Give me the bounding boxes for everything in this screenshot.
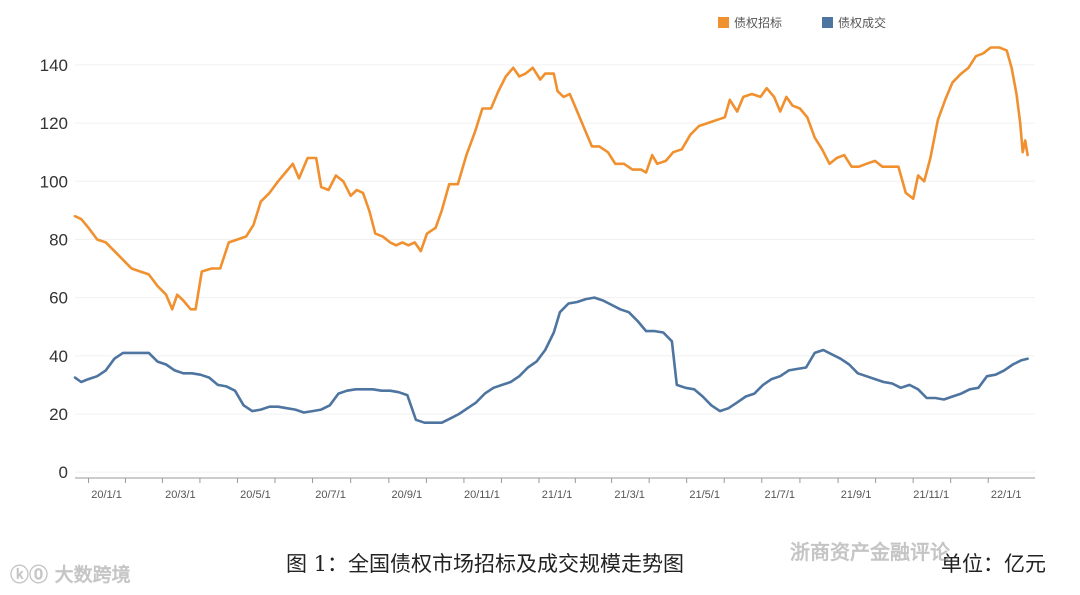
legend-label-0: 债权招标 [734, 16, 782, 30]
legend-swatch-1 [822, 17, 833, 28]
x-tick-label: 21/1/1 [542, 489, 573, 501]
watermark-left: ⓚ⓪ 大数跨境 [10, 564, 131, 586]
x-tick-label: 20/5/1 [240, 489, 271, 501]
x-tick-label: 21/3/1 [614, 489, 645, 501]
y-tick-label: 140 [40, 56, 68, 75]
x-tick-label: 20/9/1 [392, 489, 423, 501]
figure-caption: 图 1：全国债权市场招标及成交规模走势图 单位：亿元 [0, 548, 1080, 582]
caption-title: 图 1：全国债权市场招标及成交规模走势图 [286, 552, 685, 576]
x-tick-label: 22/1/1 [991, 489, 1022, 501]
y-tick-label: 0 [59, 463, 68, 482]
y-tick-label: 20 [49, 405, 68, 424]
x-tick-label: 21/9/1 [841, 489, 872, 501]
y-tick-label: 120 [40, 114, 68, 133]
legend: 债权招标 债权成交 [718, 15, 886, 30]
y-tick-label: 40 [49, 347, 68, 366]
x-tick-label: 21/7/1 [764, 489, 795, 501]
series-line-0 [73, 46, 1029, 311]
y-tick-label: 100 [40, 172, 68, 191]
legend-swatch-0 [718, 17, 729, 28]
x-tick-label: 20/11/1 [464, 489, 500, 501]
x-tick-label: 20/3/1 [165, 489, 196, 501]
caption-unit: 单位：亿元 [941, 552, 1046, 576]
x-axis: 20/1/1 20/3/1 20/5/1 20/7/1 20/9/1 20/11/1 21/… [75, 477, 1035, 501]
x-tick-label: 21/11/1 [913, 489, 949, 501]
series-line-1 [73, 296, 1029, 424]
series-lines [73, 46, 1029, 424]
x-tick-label: 21/5/1 [689, 489, 720, 501]
x-tick-label: 20/1/1 [91, 489, 122, 501]
x-tick-label: 20/7/1 [315, 489, 346, 501]
y-tick-label: 60 [49, 289, 68, 308]
y-tick-label: 80 [49, 230, 68, 249]
legend-label-1: 债权成交 [838, 15, 886, 30]
watermark-right: 浙商资产金融评论 [790, 540, 950, 564]
y-axis: 0 20 40 60 80 100 120 140 [40, 56, 68, 482]
